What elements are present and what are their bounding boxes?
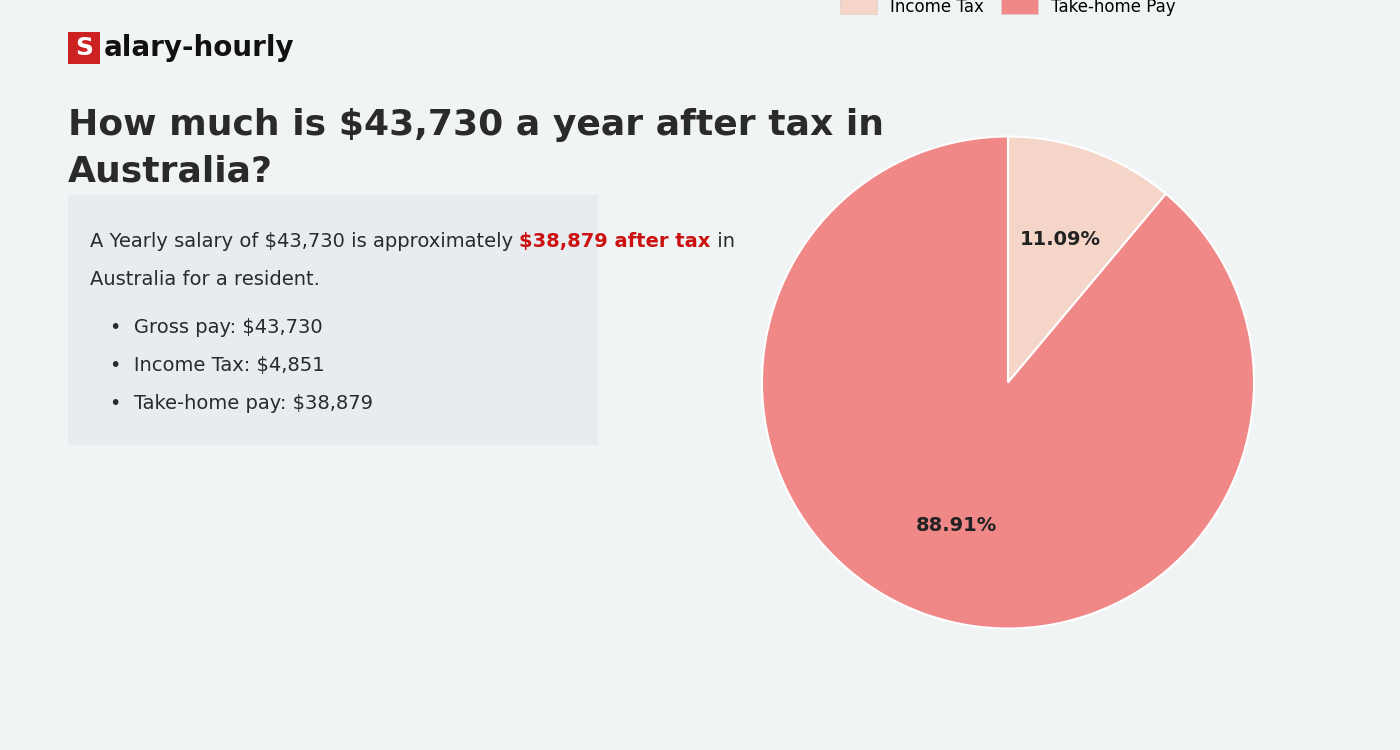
Text: •  Income Tax: $4,851: • Income Tax: $4,851 xyxy=(111,356,325,375)
Legend: Income Tax, Take-home Pay: Income Tax, Take-home Pay xyxy=(834,0,1182,22)
Text: Australia for a resident.: Australia for a resident. xyxy=(90,270,319,289)
Text: alary-hourly: alary-hourly xyxy=(104,34,294,62)
Text: •  Gross pay: $43,730: • Gross pay: $43,730 xyxy=(111,318,322,337)
Wedge shape xyxy=(1008,136,1166,382)
Text: How much is $43,730 a year after tax in
Australia?: How much is $43,730 a year after tax in … xyxy=(69,108,883,188)
FancyBboxPatch shape xyxy=(69,32,99,64)
Text: 11.09%: 11.09% xyxy=(1019,230,1100,249)
FancyBboxPatch shape xyxy=(69,195,598,445)
Text: A Yearly salary of $43,730 is approximately: A Yearly salary of $43,730 is approximat… xyxy=(90,232,519,251)
Text: 88.91%: 88.91% xyxy=(916,516,997,536)
Text: in: in xyxy=(711,232,735,251)
Wedge shape xyxy=(762,136,1254,628)
Text: S: S xyxy=(76,36,92,60)
Text: •  Take-home pay: $38,879: • Take-home pay: $38,879 xyxy=(111,394,372,413)
Text: $38,879 after tax: $38,879 after tax xyxy=(519,232,711,251)
